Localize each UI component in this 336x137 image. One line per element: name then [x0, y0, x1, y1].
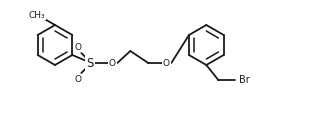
Text: O: O [75, 42, 82, 52]
Text: O: O [75, 75, 82, 83]
Text: O: O [109, 58, 116, 68]
Text: CH₃: CH₃ [29, 11, 45, 19]
Text: S: S [87, 56, 94, 69]
Text: O: O [163, 58, 170, 68]
Text: Br: Br [239, 75, 250, 85]
